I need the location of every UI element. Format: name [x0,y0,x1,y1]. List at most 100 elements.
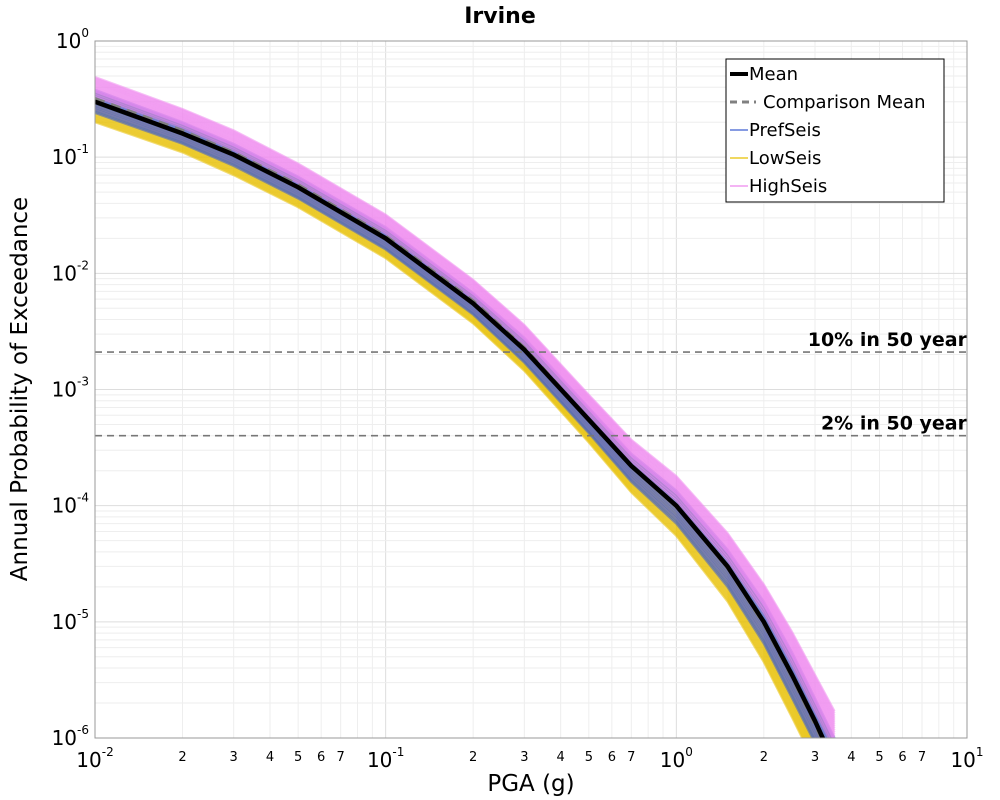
band-curve-overlap [95,98,827,738]
x-tick-label: 10-2 [76,745,113,772]
uncertainty-bands [95,75,836,738]
band-curve-prefseis [95,88,836,738]
band-curve-highseis [95,83,836,727]
band-curve-highseis [95,88,836,736]
legend-label: HighSeis [749,176,827,197]
band-curve-overlap [95,104,821,738]
band-curve-lowseis [95,102,819,738]
x-minor-tick-label: 4 [557,750,565,765]
x-minor-tick-label: 4 [266,750,274,765]
y-tick-label: 10-2 [52,258,89,285]
y-tick-label: 10-5 [52,607,89,634]
x-minor-tick-label: 5 [585,750,593,765]
reference-line-label: 2% in 50 year [821,413,968,435]
x-minor-tick-label: 5 [294,750,302,765]
band-curve-highseis [95,87,836,733]
x-minor-tick-label: 6 [898,750,906,765]
y-tick-label: 10-1 [52,142,89,169]
x-minor-tick-label: 3 [230,750,238,765]
y-tick-label: 100 [56,26,89,53]
band-curve-overlap [95,96,828,738]
chart-title: Irvine [464,4,536,29]
legend-box [725,58,945,203]
band-curve-lowseis [95,107,816,738]
y-tick-label: 10-6 [52,723,89,750]
x-axis-label: PGA (g) [487,771,574,797]
band-curve-prefseis [95,96,829,738]
band-curve-lowseis [95,112,812,738]
band-curve-lowseis [95,113,811,738]
band-curve-highseis [95,81,836,723]
reference-lines: 10% in 50 year 2% in 50 year [95,329,968,437]
band-curve-lowseis [95,104,818,738]
band-curve-highseis [95,82,836,725]
x-minor-tick-label: 2 [469,750,477,765]
band-curve-prefseis [95,108,818,738]
band-curve-prefseis [95,97,827,738]
band-curve-overlap [95,94,830,738]
band-curve-lowseis [95,120,805,738]
band-curve-overlap [95,92,832,738]
band-curve-highseis [95,91,835,738]
band-curve-lowseis [95,100,821,738]
band-curve-lowseis [95,115,809,738]
x-tick-label: 10-1 [367,745,404,772]
band-curve-highseis [95,78,836,717]
band-curve-prefseis [95,111,814,738]
band-curve-prefseis [95,93,831,738]
legend-label: LowSeis [749,148,821,169]
plot-frame [94,40,968,739]
band-curve-lowseis [95,110,813,738]
band-curve-prefseis [95,91,834,738]
x-minor-tick-label: 5 [875,750,883,765]
band-curve-prefseis [95,105,820,738]
reference-line-label: 10% in 50 year [808,329,968,351]
band-curve-prefseis [95,100,825,738]
band-curve-highseis [95,75,836,712]
band-curve-highseis [95,94,832,738]
band-curve-prefseis [95,101,824,738]
band-curve-lowseis [95,116,808,738]
band-curve-overlap [95,100,825,738]
series-line-mean [95,99,826,738]
x-minor-tick-label: 7 [918,750,926,765]
legend-label: Mean [749,64,798,85]
band-curve-prefseis [95,106,819,738]
legend: Mean Comparison Mean PrefSeis LowSeis HighSe… [725,58,945,203]
band-curve-prefseis [95,110,815,738]
y-tick-label: 10-4 [52,491,89,518]
band-curve-prefseis [95,109,817,738]
x-minor-tick-label: 6 [608,750,616,765]
band-curve-prefseis [95,90,835,738]
x-minor-tick-label: 3 [520,750,528,765]
legend-label: Comparison Mean [763,92,926,113]
x-tick-label: 100 [660,745,693,772]
band-curve-lowseis [95,121,804,738]
band-curve-prefseis [95,104,821,738]
x-minor-tick-label: 4 [847,750,855,765]
x-minor-tick-label: 3 [811,750,819,765]
band-curve-highseis [95,92,834,738]
band-curve-lowseis [95,105,817,738]
band-curve-overlap [95,102,823,738]
band-curve-lowseis [95,109,814,738]
band-curve-overlap [95,106,819,738]
band-curve-highseis [95,85,836,731]
band-curve-overlap [95,108,817,738]
y-axis-label: Annual Probability of Exceedance [7,197,33,581]
x-tick-label: 101 [950,745,983,772]
legend-label: PrefSeis [749,120,821,141]
band-curve-lowseis [95,118,806,738]
y-tick-label: 10-3 [52,375,89,402]
x-minor-tick-label: 7 [337,750,345,765]
band-curve-lowseis [95,117,807,738]
band-curve-prefseis [95,99,826,738]
band-curve-prefseis [95,95,830,738]
x-minor-tick-label: 7 [627,750,635,765]
band-curve-highseis [95,95,830,738]
x-minor-tick-label: 2 [760,750,768,765]
band-curve-lowseis [95,106,816,738]
x-minor-tick-label: 6 [317,750,325,765]
